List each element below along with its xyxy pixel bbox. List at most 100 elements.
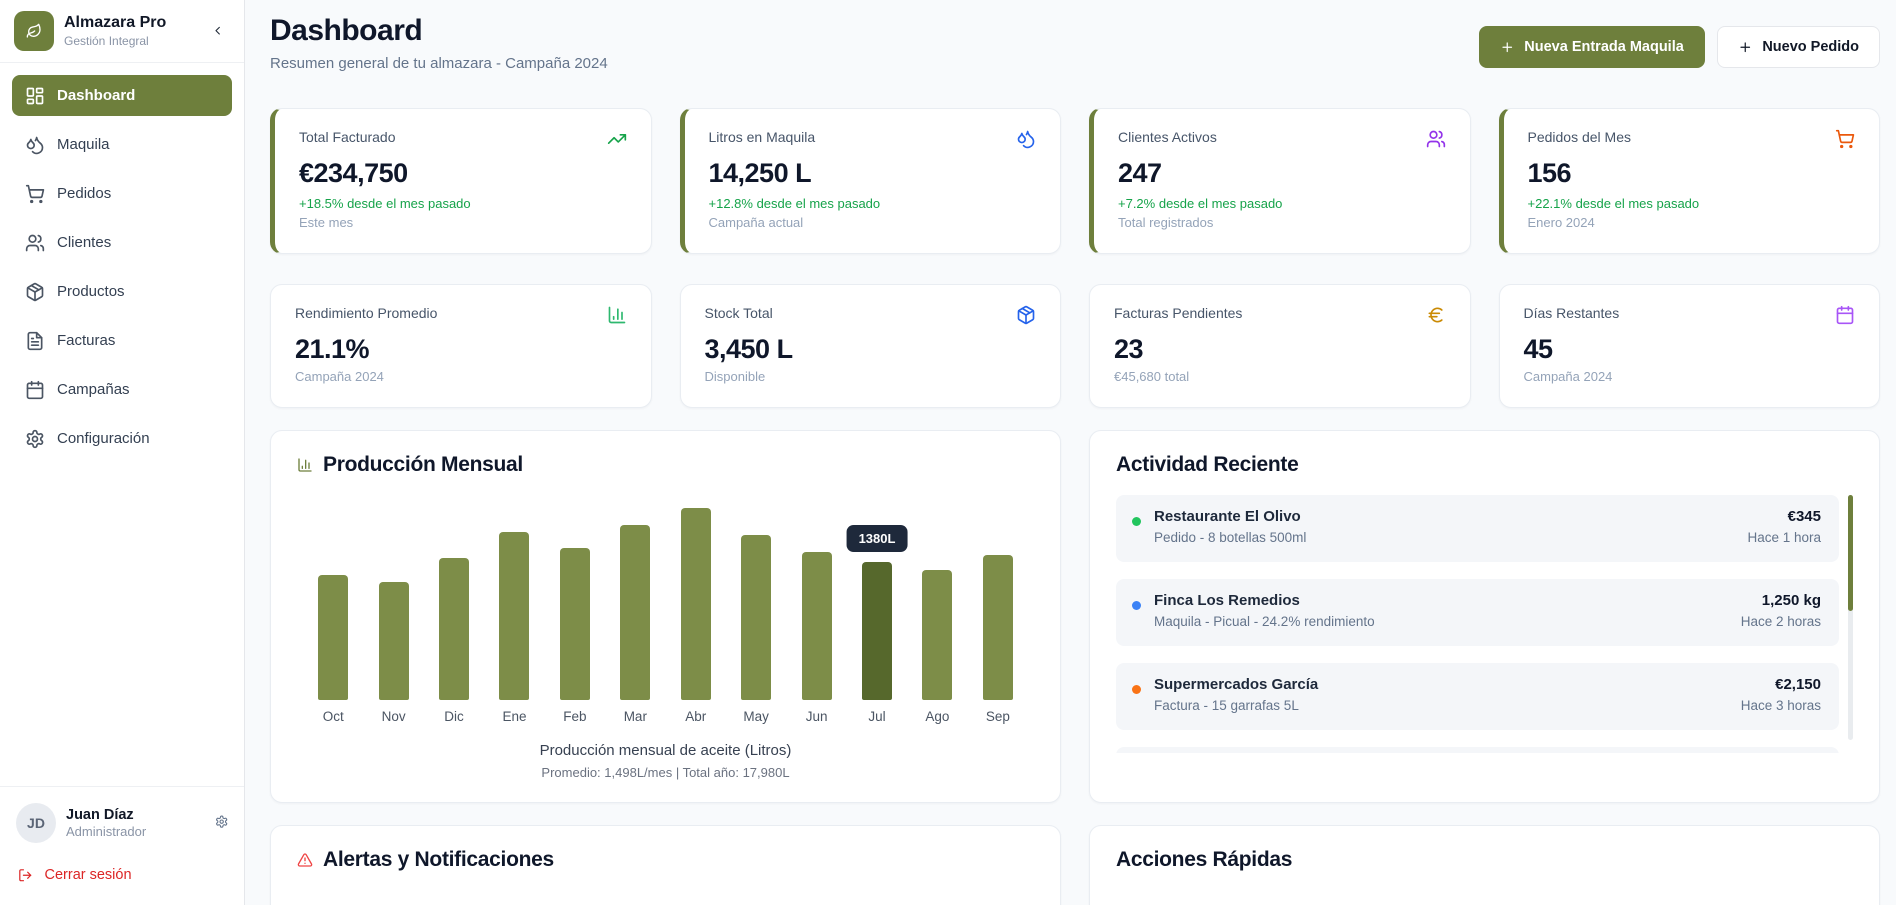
chart-x-label: Ago	[925, 709, 950, 724]
logout-button[interactable]: Cerrar sesión	[0, 849, 244, 905]
new-order-button[interactable]: Nuevo Pedido	[1716, 26, 1880, 68]
chart-bar[interactable]	[922, 570, 953, 700]
calendar-icon	[1835, 305, 1855, 325]
stat-value: 14,250 L	[708, 158, 812, 188]
chart-bar[interactable]	[620, 525, 651, 700]
chart-bar[interactable]	[559, 548, 590, 700]
chart-bar[interactable]	[378, 582, 409, 700]
activity-detail: Pedido - 8 botellas 500ml	[1154, 530, 1307, 545]
stat-sub: Enero 2024	[1527, 215, 1595, 230]
package-icon	[25, 282, 45, 302]
chart-bar[interactable]	[801, 552, 832, 700]
stat-card-pedidos-del-mes: Pedidos del Mes 156 +22.1% desde el mes pa…	[1498, 108, 1880, 254]
alerts-panel: Alertas y Notificaciones	[270, 825, 1061, 905]
chart-bar[interactable]	[982, 555, 1013, 700]
activity-item-partial	[1116, 747, 1839, 753]
app-logo	[14, 11, 54, 51]
droplets-icon	[1016, 129, 1036, 149]
stat-label: Clientes Activos	[1118, 129, 1217, 145]
sidebar-item-maquila[interactable]: Maquila	[12, 124, 232, 165]
activity-list: Restaurante El Olivo Pedido - 8 botellas …	[1116, 495, 1853, 753]
chart-bar[interactable]	[439, 558, 470, 700]
app-tagline: Gestión Integral	[64, 34, 149, 49]
page-subtitle: Resumen general de tu almazara - Campaña…	[270, 55, 608, 72]
activity-client: Supermercados García	[1154, 676, 1319, 693]
stat-label: Total Facturado	[299, 129, 396, 145]
main-content: Dashboard Resumen general de tu almazara…	[245, 0, 1896, 905]
activity-amount: €345	[1787, 508, 1821, 525]
status-dot-icon	[1132, 685, 1141, 694]
sidebar-collapse-button[interactable]	[206, 19, 230, 43]
sidebar-item-label: Campañas	[57, 381, 130, 398]
logout-label: Cerrar sesión	[44, 867, 132, 883]
activity-item[interactable]: Supermercados García Factura - 15 garrafa…	[1116, 663, 1839, 730]
chart-bar-column-nov: Nov	[363, 491, 423, 726]
chart-bar-column-ago: Ago	[907, 491, 967, 726]
sidebar-item-campanas[interactable]: Campañas	[12, 369, 232, 410]
chart-x-label: Ene	[502, 709, 527, 724]
activity-time: Hace 2 horas	[1740, 614, 1821, 629]
sidebar-nav: Dashboard Maquila Pedidos Clientes Productos…	[0, 63, 244, 786]
chart-x-label: Mar	[623, 709, 647, 724]
users-icon	[1426, 129, 1446, 149]
chart-bar-column-mar: Mar	[605, 491, 665, 726]
sidebar-item-configuracion[interactable]: Configuración	[12, 418, 232, 459]
activity-amount: 1,250 kg	[1761, 592, 1821, 609]
alert-triangle-icon	[297, 852, 313, 868]
chart-bar[interactable]	[318, 575, 349, 700]
stat-card-total-facturado: Total Facturado €234,750 +18.5% desde el m…	[270, 108, 652, 254]
stat-value: 45	[1523, 334, 1554, 364]
activity-item[interactable]: Restaurante El Olivo Pedido - 8 botellas …	[1116, 495, 1839, 562]
cart-icon	[1835, 129, 1855, 149]
page-title: Dashboard	[270, 14, 423, 47]
chart-bar[interactable]	[680, 508, 711, 700]
activity-item[interactable]: Finca Los Remedios Maquila - Picual - 24.…	[1116, 579, 1839, 646]
chart-x-label: Feb	[563, 709, 587, 724]
stat-label: Stock Total	[704, 305, 773, 321]
chart-stats-line: Promedio: 1,498L/mes | Total año: 17,980…	[541, 765, 790, 780]
stat-value: 21.1%	[295, 334, 370, 364]
stat-label: Facturas Pendientes	[1114, 305, 1243, 321]
sidebar-item-dashboard[interactable]: Dashboard	[12, 75, 232, 116]
monthly-production-panel: Producción Mensual Oct Nov Dic Ene Feb Mar Abr…	[270, 430, 1061, 803]
user-section: JD Juan Díaz Administrador	[0, 786, 244, 849]
sidebar-item-pedidos[interactable]: Pedidos	[12, 173, 232, 214]
sidebar-item-facturas[interactable]: Facturas	[12, 320, 232, 361]
stat-trend: +22.1% desde el mes pasado	[1527, 196, 1700, 211]
activity-client: Finca Los Remedios	[1154, 592, 1300, 609]
gear-icon	[215, 815, 228, 828]
stat-trend: +18.5% desde el mes pasado	[299, 196, 471, 211]
stat-card-clientes-activos: Clientes Activos 247 +7.2% desde el mes pa…	[1089, 108, 1471, 254]
stat-value: 3,450 L	[704, 334, 794, 364]
package-icon	[1016, 305, 1036, 325]
chart-x-label: Dic	[444, 709, 464, 724]
activity-scrollbar-thumb[interactable]	[1848, 495, 1853, 612]
sidebar-item-label: Dashboard	[57, 87, 136, 104]
user-settings-button[interactable]	[215, 815, 228, 831]
chart-bar[interactable]	[862, 562, 892, 700]
sidebar-item-productos[interactable]: Productos	[12, 271, 232, 312]
chart-bar[interactable]	[741, 535, 772, 700]
stat-sub: Campaña actual	[708, 215, 804, 230]
stat-sub: Total registrados	[1118, 215, 1214, 230]
cart-icon	[25, 184, 45, 204]
plus-icon	[1500, 40, 1515, 55]
chart-bar-column-ene: Ene	[484, 491, 544, 726]
sidebar-item-label: Productos	[57, 283, 125, 300]
chart-x-label: Sep	[985, 709, 1010, 724]
activity-detail: Maquila - Picual - 24.2% rendimiento	[1154, 614, 1375, 629]
gear-icon	[25, 429, 45, 449]
dashboard-icon	[25, 86, 45, 106]
leaf-icon	[23, 23, 45, 39]
chart-bar[interactable]	[499, 532, 530, 700]
sidebar-item-label: Pedidos	[57, 185, 112, 202]
chart-title: Producción Mensual	[323, 453, 523, 476]
activity-time: Hace 3 horas	[1740, 698, 1821, 713]
status-dot-icon	[1132, 517, 1141, 526]
new-maquila-entry-button[interactable]: Nueva Entrada Maquila	[1478, 26, 1705, 68]
sidebar-item-clientes[interactable]: Clientes	[12, 222, 232, 263]
chart-x-label: Jun	[805, 709, 828, 724]
chart-bar-column-may: May	[726, 491, 786, 726]
stat-trend: +7.2% desde el mes pasado	[1118, 196, 1283, 211]
avatar: JD	[16, 803, 56, 843]
